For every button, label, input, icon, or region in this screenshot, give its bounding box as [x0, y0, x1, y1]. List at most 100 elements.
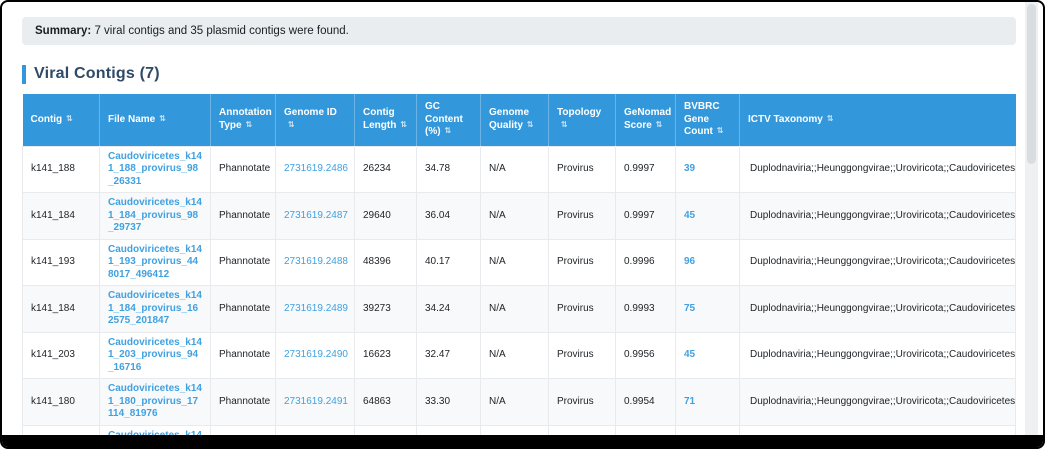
- column-label: Genome Quality: [489, 107, 530, 131]
- cell-annotation_type: Phannotate: [210, 285, 276, 333]
- file_name-link[interactable]: Caudoviricetes_k141_180_provirus_17114_8…: [108, 383, 202, 419]
- cell-file_name: Caudoviricetes_k141_180_provirus_17114_8…: [99, 378, 211, 426]
- gene_count-link[interactable]: 45: [684, 349, 696, 360]
- cell-topology: Provirus: [548, 192, 616, 240]
- column-label: Genome ID: [284, 107, 337, 119]
- column-header-genomad_score[interactable]: GeNomad Score ⇅: [615, 94, 676, 146]
- cell-topology: Provirus: [548, 378, 616, 426]
- cell-gene_count: 75: [675, 285, 740, 333]
- sort-icon[interactable]: ⇅: [526, 119, 534, 129]
- sort-icon[interactable]: ⇅: [716, 126, 724, 135]
- cell-genome_quality: N/A: [480, 331, 549, 379]
- cell-gc_content: 33.30: [416, 378, 481, 426]
- cell-gc_content: 36.04: [416, 192, 481, 240]
- cell-gc_content: 40.17: [416, 238, 481, 286]
- genome_id-link[interactable]: 2731619.2491: [284, 395, 348, 407]
- cell-genome_quality: N/A: [480, 192, 549, 240]
- table-row: k141_180 Caudoviricetes_k141_180_provirus…: [22, 378, 1016, 426]
- table-row: k141_184 Caudoviricetes_k141_184_provirus…: [22, 192, 1016, 240]
- file_name-link[interactable]: Caudoviricetes_k141_188_provirus_98_2633…: [108, 150, 202, 187]
- genome_id-link[interactable]: 2731619.2490: [284, 349, 348, 360]
- table-header-row: Contig ⇅ File Name ⇅ Annotation Type ⇅ Genome …: [22, 94, 1016, 146]
- column-header-gc_content[interactable]: GC Content (%) ⇅: [416, 94, 481, 146]
- gene_count-link[interactable]: 71: [684, 395, 696, 407]
- section-accent-bar: [22, 64, 26, 84]
- cell-gc_content: 34.24: [416, 285, 481, 333]
- cell-contig_length: 48396: [354, 238, 417, 286]
- sort-icon[interactable]: ⇅: [655, 119, 663, 129]
- cell-genome_id: 2731619.2490: [275, 331, 355, 379]
- column-header-ictv_taxonomy[interactable]: ICTV Taxonomy ⇅: [739, 94, 1016, 146]
- cell-contig_length: 29640: [354, 192, 417, 240]
- sort-icon[interactable]: ⇅: [288, 119, 295, 129]
- column-header-file_name[interactable]: File Name ⇅: [99, 94, 211, 146]
- cell-file_name: Caudoviricetes_k141_203_provirus_94_1671…: [99, 331, 211, 379]
- gene_count-link[interactable]: 45: [684, 209, 696, 221]
- file_name-link[interactable]: Caudoviricetes_k141_203_provirus_94_1671…: [108, 336, 202, 373]
- sort-icon[interactable]: ⇅: [444, 126, 452, 135]
- summary-bar: Summary: 7 viral contigs and 35 plasmid …: [22, 17, 1016, 45]
- cell-topology: Provirus: [548, 145, 616, 193]
- column-header-topology[interactable]: Topology⇅: [548, 94, 616, 146]
- cell-genomad_score: 0.9997: [615, 192, 676, 240]
- sort-icon[interactable]: ⇅: [245, 119, 253, 129]
- cell-contig: k141_184: [22, 192, 100, 240]
- cell-contig_length: 26234: [354, 145, 417, 193]
- sort-icon[interactable]: ⇅: [400, 119, 408, 129]
- column-label: GC Content (%): [425, 101, 463, 137]
- genome_id-link[interactable]: 2731619.2487: [284, 209, 348, 221]
- column-label: ICTV Taxonomy: [748, 113, 823, 125]
- cell-genome_quality: N/A: [480, 145, 549, 193]
- column-header-gene_count[interactable]: BVBRC Gene Count ⇅: [675, 94, 740, 146]
- gene_count-link[interactable]: 96: [684, 256, 696, 267]
- cell-file_name: Caudoviricetes_k141_184_provirus_98_2973…: [99, 192, 211, 240]
- cell-genomad_score: 0.9956: [615, 331, 676, 379]
- cell-file_name: Caudoviricetes_k141_184_provirus_162575_…: [99, 285, 211, 333]
- column-header-genome_quality[interactable]: Genome Quality ⇅: [480, 94, 549, 146]
- section-heading: Viral Contigs (7): [22, 63, 1016, 85]
- column-header-annotation_type[interactable]: Annotation Type ⇅: [210, 94, 276, 146]
- genome_id-link[interactable]: 2731619.2486: [284, 163, 348, 174]
- cell-genome_quality: N/A: [480, 285, 549, 333]
- cell-contig_length: 64863: [354, 378, 417, 426]
- column-label: Contig: [30, 113, 63, 125]
- table-row: k141_188 Caudoviricetes_k141_188_provirus…: [22, 145, 1016, 193]
- column-label: GeNomad Score: [624, 107, 672, 131]
- gene_count-link[interactable]: 39: [684, 163, 696, 174]
- table-row: k141_203 Caudoviricetes_k141_203_provirus…: [22, 331, 1016, 379]
- cell-contig: k141_180: [22, 378, 100, 426]
- cell-file_name: Caudoviricetes_k141_193_provirus_448017_…: [99, 238, 211, 286]
- gene_count-link[interactable]: 75: [684, 302, 696, 314]
- column-header-contig[interactable]: Contig ⇅: [22, 94, 100, 146]
- cell-annotation_type: Phannotate: [210, 238, 276, 286]
- cell-ictv_taxonomy: Duplodnaviria;;Heunggongvirae;;Urovirico…: [739, 331, 1016, 379]
- cell-genome_quality: N/A: [480, 378, 549, 426]
- file_name-link[interactable]: Caudoviricetes_k141_184_provirus_98_2973…: [108, 197, 202, 233]
- report-page: Summary: 7 viral contigs and 35 plasmid …: [2, 2, 1016, 447]
- cell-annotation_type: Phannotate: [210, 378, 276, 426]
- genome_id-link[interactable]: 2731619.2489: [284, 302, 348, 314]
- vertical-scrollbar[interactable]: [1025, 2, 1038, 435]
- cell-genome_id: 2731619.2489: [275, 285, 355, 333]
- cell-ictv_taxonomy: Duplodnaviria;;Heunggongvirae;;Urovirico…: [739, 192, 1016, 240]
- file_name-link[interactable]: Caudoviricetes_k141_184_provirus_162575_…: [108, 290, 202, 326]
- table-row: k141_184 Caudoviricetes_k141_184_provirus…: [22, 285, 1016, 333]
- cell-genomad_score: 0.9997: [615, 145, 676, 193]
- scrollbar-thumb[interactable]: [1027, 4, 1036, 164]
- cell-gene_count: 71: [675, 378, 740, 426]
- column-header-contig_length[interactable]: Contig Length ⇅: [354, 94, 417, 146]
- column-header-genome_id[interactable]: Genome ID⇅: [275, 94, 355, 146]
- genome_id-link[interactable]: 2731619.2488: [284, 256, 348, 267]
- cell-contig: k141_193: [22, 238, 100, 286]
- cell-genome_id: 2731619.2491: [275, 378, 355, 426]
- sort-icon[interactable]: ⇅: [826, 113, 834, 123]
- cell-genome_id: 2731619.2488: [275, 238, 355, 286]
- cell-genomad_score: 0.9996: [615, 238, 676, 286]
- sort-icon[interactable]: ⇅: [561, 119, 568, 129]
- cell-genomad_score: 0.9954: [615, 378, 676, 426]
- table-body: k141_188 Caudoviricetes_k141_188_provirus…: [22, 145, 1016, 447]
- cell-topology: Provirus: [548, 238, 616, 286]
- file_name-link[interactable]: Caudoviricetes_k141_193_provirus_448017_…: [108, 243, 202, 280]
- sort-icon[interactable]: ⇅: [159, 113, 166, 123]
- sort-icon[interactable]: ⇅: [66, 113, 73, 123]
